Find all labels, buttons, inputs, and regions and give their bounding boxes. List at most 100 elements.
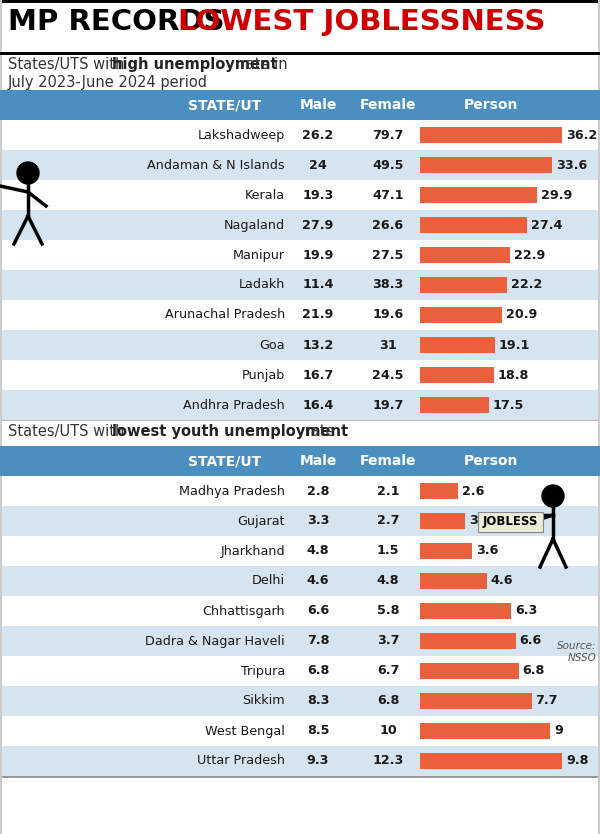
Text: Goa: Goa (259, 339, 285, 351)
Text: 26.6: 26.6 (373, 219, 404, 232)
Text: Andaman & N Islands: Andaman & N Islands (148, 158, 285, 172)
Bar (420, 127, 562, 143)
Text: 3.6: 3.6 (476, 545, 499, 557)
Text: Dadra & Nagar Haveli: Dadra & Nagar Haveli (145, 635, 285, 647)
Text: 2.1: 2.1 (377, 485, 399, 498)
Bar (420, 513, 465, 530)
Text: 38.3: 38.3 (373, 279, 404, 292)
Text: 4.8: 4.8 (377, 575, 400, 587)
Bar (0, 716, 600, 746)
Bar (420, 483, 458, 500)
Text: 79.7: 79.7 (373, 128, 404, 142)
Text: 27.5: 27.5 (373, 249, 404, 262)
Text: Sikkim: Sikkim (242, 695, 285, 707)
Text: Uttar Pradesh: Uttar Pradesh (197, 755, 285, 767)
Text: Female: Female (360, 98, 416, 112)
Text: STATE/UT: STATE/UT (188, 98, 262, 112)
Bar (0, 446, 600, 476)
Bar (0, 180, 600, 210)
Bar (420, 723, 550, 739)
Text: 6.6: 6.6 (520, 635, 542, 647)
Bar (0, 686, 600, 716)
Text: 10: 10 (379, 725, 397, 737)
Text: 7.8: 7.8 (307, 635, 329, 647)
Text: Punjab: Punjab (242, 369, 285, 381)
Bar (420, 397, 488, 414)
Text: 5.8: 5.8 (377, 605, 399, 617)
Bar (0, 476, 600, 506)
Text: high unemployment: high unemployment (112, 57, 278, 72)
Bar (0, 270, 600, 300)
Text: Male: Male (299, 98, 337, 112)
Bar (0, 566, 600, 596)
Text: West Bengal: West Bengal (205, 725, 285, 737)
Bar (0, 656, 600, 686)
Bar (0, 596, 600, 626)
Text: Female: Female (360, 454, 416, 468)
Bar (420, 693, 532, 709)
Text: 24.5: 24.5 (372, 369, 404, 381)
Bar (0, 776, 600, 777)
Bar (420, 753, 562, 769)
Text: States/UTS with: States/UTS with (8, 424, 129, 439)
Text: July 2023-June 2024 period: July 2023-June 2024 period (8, 75, 208, 90)
Text: 9: 9 (554, 725, 563, 737)
Text: Kerala: Kerala (245, 188, 285, 202)
Text: 29.9: 29.9 (541, 188, 572, 202)
Bar (420, 217, 527, 234)
Text: LOWEST JOBLESSNESS: LOWEST JOBLESSNESS (178, 8, 545, 36)
Text: 6.8: 6.8 (377, 695, 399, 707)
Text: 8.5: 8.5 (307, 725, 329, 737)
Bar (0, 300, 600, 330)
Text: Tripura: Tripura (241, 665, 285, 677)
Text: Lakshadweep: Lakshadweep (197, 128, 285, 142)
Text: Delhi: Delhi (252, 575, 285, 587)
Text: 22.2: 22.2 (511, 279, 542, 292)
Bar (598, 0, 600, 834)
Circle shape (17, 162, 39, 184)
Text: Manipur: Manipur (233, 249, 285, 262)
Bar (0, 0, 600, 3)
Bar (420, 157, 552, 173)
Text: 31: 31 (379, 339, 397, 351)
Text: 2.7: 2.7 (377, 515, 399, 527)
Text: 49.5: 49.5 (372, 158, 404, 172)
Text: 6.7: 6.7 (377, 665, 399, 677)
Text: 20.9: 20.9 (506, 309, 538, 321)
Bar (0, 536, 600, 566)
Text: 12.3: 12.3 (373, 755, 404, 767)
Bar (420, 573, 487, 590)
Text: rate: rate (300, 424, 335, 439)
Text: JOBLESS: JOBLESS (483, 515, 538, 529)
Text: 6.8: 6.8 (307, 665, 329, 677)
Text: 21.9: 21.9 (302, 309, 334, 321)
Text: 1.5: 1.5 (377, 545, 399, 557)
Text: 6.6: 6.6 (307, 605, 329, 617)
Text: States/UTS with: States/UTS with (8, 57, 129, 72)
Bar (0, 390, 600, 420)
Text: 27.4: 27.4 (532, 219, 563, 232)
Text: 3.7: 3.7 (377, 635, 399, 647)
Circle shape (542, 485, 564, 507)
Bar (0, 52, 600, 55)
Text: rate in: rate in (235, 57, 287, 72)
Text: 8.3: 8.3 (307, 695, 329, 707)
Text: lowest youth unemployment: lowest youth unemployment (112, 424, 348, 439)
Bar (0, 626, 600, 656)
Text: 4.6: 4.6 (307, 575, 329, 587)
Bar (0, 120, 600, 150)
Bar (420, 247, 510, 264)
Text: Chhattisgarh: Chhattisgarh (202, 605, 285, 617)
Text: 36.2: 36.2 (566, 128, 597, 142)
Text: Person: Person (464, 454, 518, 468)
Bar (420, 277, 507, 294)
Bar (0, 240, 600, 270)
Bar (0, 150, 600, 180)
Text: 9.3: 9.3 (307, 755, 329, 767)
Text: 9.8: 9.8 (566, 755, 589, 767)
Bar (0, 420, 600, 421)
Bar (0, 0, 2, 834)
Text: 26.2: 26.2 (302, 128, 334, 142)
Text: 7.7: 7.7 (536, 695, 558, 707)
Text: 4.6: 4.6 (491, 575, 513, 587)
